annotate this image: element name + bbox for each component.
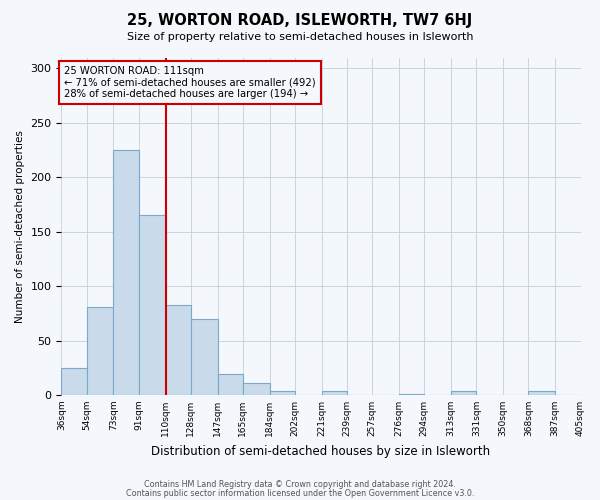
Text: Contains HM Land Registry data © Crown copyright and database right 2024.: Contains HM Land Registry data © Crown c… [144, 480, 456, 489]
Bar [243, 383, 269, 395]
Text: Size of property relative to semi-detached houses in Isleworth: Size of property relative to semi-detach… [127, 32, 473, 42]
Bar [113, 150, 139, 395]
Text: 25, WORTON ROAD, ISLEWORTH, TW7 6HJ: 25, WORTON ROAD, ISLEWORTH, TW7 6HJ [127, 12, 473, 28]
Bar [322, 390, 347, 395]
Bar [87, 307, 113, 395]
X-axis label: Distribution of semi-detached houses by size in Isleworth: Distribution of semi-detached houses by … [151, 444, 491, 458]
Bar [166, 304, 191, 395]
Bar [218, 374, 243, 395]
Bar [529, 390, 555, 395]
Bar [269, 390, 295, 395]
Bar [61, 368, 87, 395]
Bar [399, 394, 424, 395]
Bar [451, 390, 476, 395]
Bar [139, 216, 166, 395]
Bar [191, 318, 218, 395]
Y-axis label: Number of semi-detached properties: Number of semi-detached properties [15, 130, 25, 322]
Text: Contains public sector information licensed under the Open Government Licence v3: Contains public sector information licen… [126, 488, 474, 498]
Text: 25 WORTON ROAD: 111sqm
← 71% of semi-detached houses are smaller (492)
28% of se: 25 WORTON ROAD: 111sqm ← 71% of semi-det… [64, 66, 316, 100]
